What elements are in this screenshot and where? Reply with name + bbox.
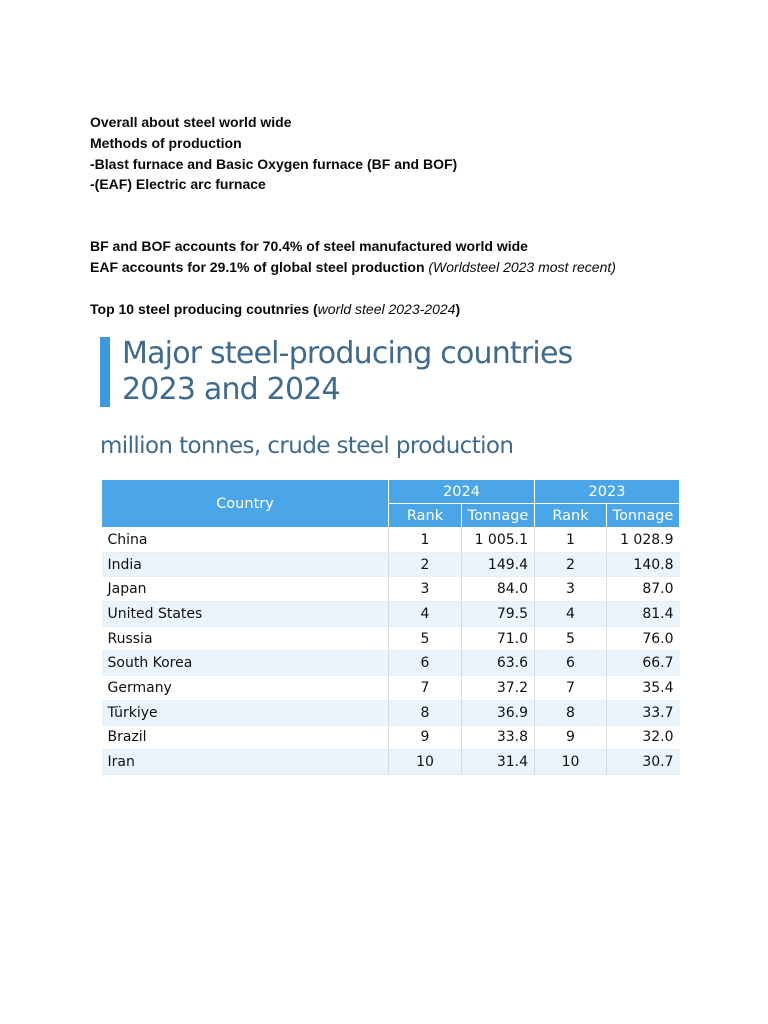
table-cell-rank-2023: 2 <box>534 552 607 578</box>
notes-section: Overall about steel world wide Methods o… <box>90 112 730 320</box>
header-rank-2023: Rank <box>534 503 607 528</box>
table-cell-rank-2024: 1 <box>388 527 462 553</box>
table-subheader-row: Rank Tonnage Rank Tonnage <box>102 503 680 528</box>
table-cell-rank-2023: 5 <box>534 626 607 652</box>
table-cell-country: Germany <box>101 675 389 701</box>
table-cell-rank-2023: 10 <box>534 749 607 775</box>
table-cell-tonnage-2024: 31.4 <box>461 749 535 775</box>
table-cell-country: South Korea <box>101 650 389 677</box>
table-cell-rank-2024: 3 <box>388 576 462 603</box>
table-cell-rank-2023: 9 <box>534 725 607 751</box>
table-header-row: Country 2024 2023 <box>101 479 680 528</box>
table-cell-tonnage-2024: 36.9 <box>461 700 535 726</box>
table-cell-tonnage-2023: 140.8 <box>606 552 680 578</box>
table-cell-rank-2024: 9 <box>388 725 462 751</box>
table-row: Japan 3 84.0 3 87.0 <box>101 576 680 603</box>
table-cell-tonnage-2023: 35.4 <box>606 675 680 701</box>
table-cell-tonnage-2024: 63.6 <box>461 650 535 677</box>
table-cell-rank-2024: 10 <box>388 749 462 775</box>
table-row: India 2 149.4 2 140.8 <box>101 552 680 578</box>
table-cell-country: China <box>101 527 389 553</box>
table-cell-tonnage-2023: 76.0 <box>606 626 680 652</box>
steel-figure: Major steel-producing countries 2023 and… <box>100 336 680 775</box>
top10-suffix: ) <box>455 300 461 317</box>
table-cell-rank-2024: 5 <box>388 626 462 652</box>
table-cell-rank-2023: 6 <box>534 650 607 677</box>
table-cell-rank-2024: 2 <box>388 552 462 578</box>
table-cell-country: Iran <box>101 749 389 775</box>
table-cell-country: United States <box>101 601 389 627</box>
table-row: Türkiye 8 36.9 8 33.7 <box>101 700 680 726</box>
table-cell-rank-2023: 7 <box>534 675 607 701</box>
title-accent-bar <box>100 337 110 407</box>
stat-eaf-text: EAF accounts for 29.1% of global steel p… <box>90 258 425 275</box>
header-tonnage-2024: Tonnage <box>461 503 535 528</box>
table-cell-rank-2023: 8 <box>534 700 607 726</box>
table-cell-rank-2024: 6 <box>388 650 462 677</box>
header-year-2023: 2023 <box>534 479 680 504</box>
top10-source: world steel 2023-2024 <box>317 300 456 317</box>
stat-eaf: EAF accounts for 29.1% of global steel p… <box>90 257 730 278</box>
figure-title: Major steel-producing countries 2023 and… <box>122 336 573 408</box>
table-row: China 1 1 005.1 1 1 028.9 <box>101 527 680 553</box>
stat-eaf-source: (Worldsteel 2023 most recent) <box>428 258 616 275</box>
stat-bf-bof: BF and BOF accounts for 70.4% of steel m… <box>90 238 528 255</box>
note-line: Overall about steel world wide <box>90 114 292 130</box>
table-cell-country: Türkiye <box>101 700 389 726</box>
figure-subtitle: million tonnes, crude steel production <box>100 433 514 459</box>
header-tonnage-2023: Tonnage <box>606 503 680 528</box>
table-row: Brazil 9 33.8 9 32.0 <box>101 725 680 751</box>
table-cell-country: Japan <box>101 576 389 603</box>
table-cell-tonnage-2023: 1 028.9 <box>606 527 680 553</box>
table-row: South Korea 6 63.6 6 66.7 <box>101 650 680 677</box>
table-cell-country: India <box>101 552 389 578</box>
table-cell-rank-2023: 4 <box>534 601 607 627</box>
table-row: Germany 7 37.2 7 35.4 <box>101 675 680 701</box>
top10-heading: Top 10 steel producing coutnries (world … <box>90 299 730 320</box>
table-cell-rank-2024: 8 <box>388 700 462 726</box>
note-line: -Blast furnace and Basic Oxygen furnace … <box>90 155 458 172</box>
table-cell-tonnage-2023: 30.7 <box>606 749 680 775</box>
header-year-2024: 2024 <box>388 479 535 504</box>
table-cell-tonnage-2024: 84.0 <box>461 576 535 603</box>
table-row: Iran 10 31.4 10 30.7 <box>101 749 680 775</box>
table-cell-tonnage-2024: 37.2 <box>461 675 535 701</box>
table-cell-tonnage-2024: 1 005.1 <box>461 527 535 553</box>
note-line: -(EAF) Electric arc furnace <box>90 176 266 193</box>
table-cell-tonnage-2023: 33.7 <box>606 700 680 726</box>
table-row: United States 4 79.5 4 81.4 <box>101 601 680 627</box>
header-rank-2024: Rank <box>388 503 462 528</box>
table-cell-rank-2023: 1 <box>534 527 607 553</box>
table-cell-tonnage-2024: 71.0 <box>461 626 535 652</box>
table-cell-tonnage-2024: 33.8 <box>461 725 535 751</box>
steel-table: Country 2024 2023 Rank Tonnage Rank Tonn… <box>101 479 680 775</box>
table-cell-tonnage-2023: 81.4 <box>606 601 680 627</box>
note-line: Methods of production <box>90 134 242 151</box>
header-country: Country <box>101 479 389 528</box>
top10-prefix: Top 10 steel producing coutnries ( <box>90 300 318 317</box>
table-cell-tonnage-2023: 32.0 <box>606 725 680 751</box>
table-cell-tonnage-2023: 66.7 <box>606 650 680 677</box>
figure-title-block: Major steel-producing countries 2023 and… <box>100 336 680 408</box>
table-cell-tonnage-2023: 87.0 <box>606 576 680 603</box>
table-row: Russia 5 71.0 5 76.0 <box>101 626 680 652</box>
table-cell-tonnage-2024: 149.4 <box>461 552 535 578</box>
table-cell-rank-2024: 4 <box>388 601 462 627</box>
figure-title-line2: 2023 and 2024 <box>122 372 341 407</box>
table-cell-country: Russia <box>101 626 389 652</box>
table-cell-country: Brazil <box>101 725 389 751</box>
figure-title-line1: Major steel-producing countries <box>122 336 573 371</box>
table-cell-rank-2023: 3 <box>534 576 607 603</box>
table-cell-rank-2024: 7 <box>388 675 462 701</box>
table-cell-tonnage-2024: 79.5 <box>461 601 535 627</box>
